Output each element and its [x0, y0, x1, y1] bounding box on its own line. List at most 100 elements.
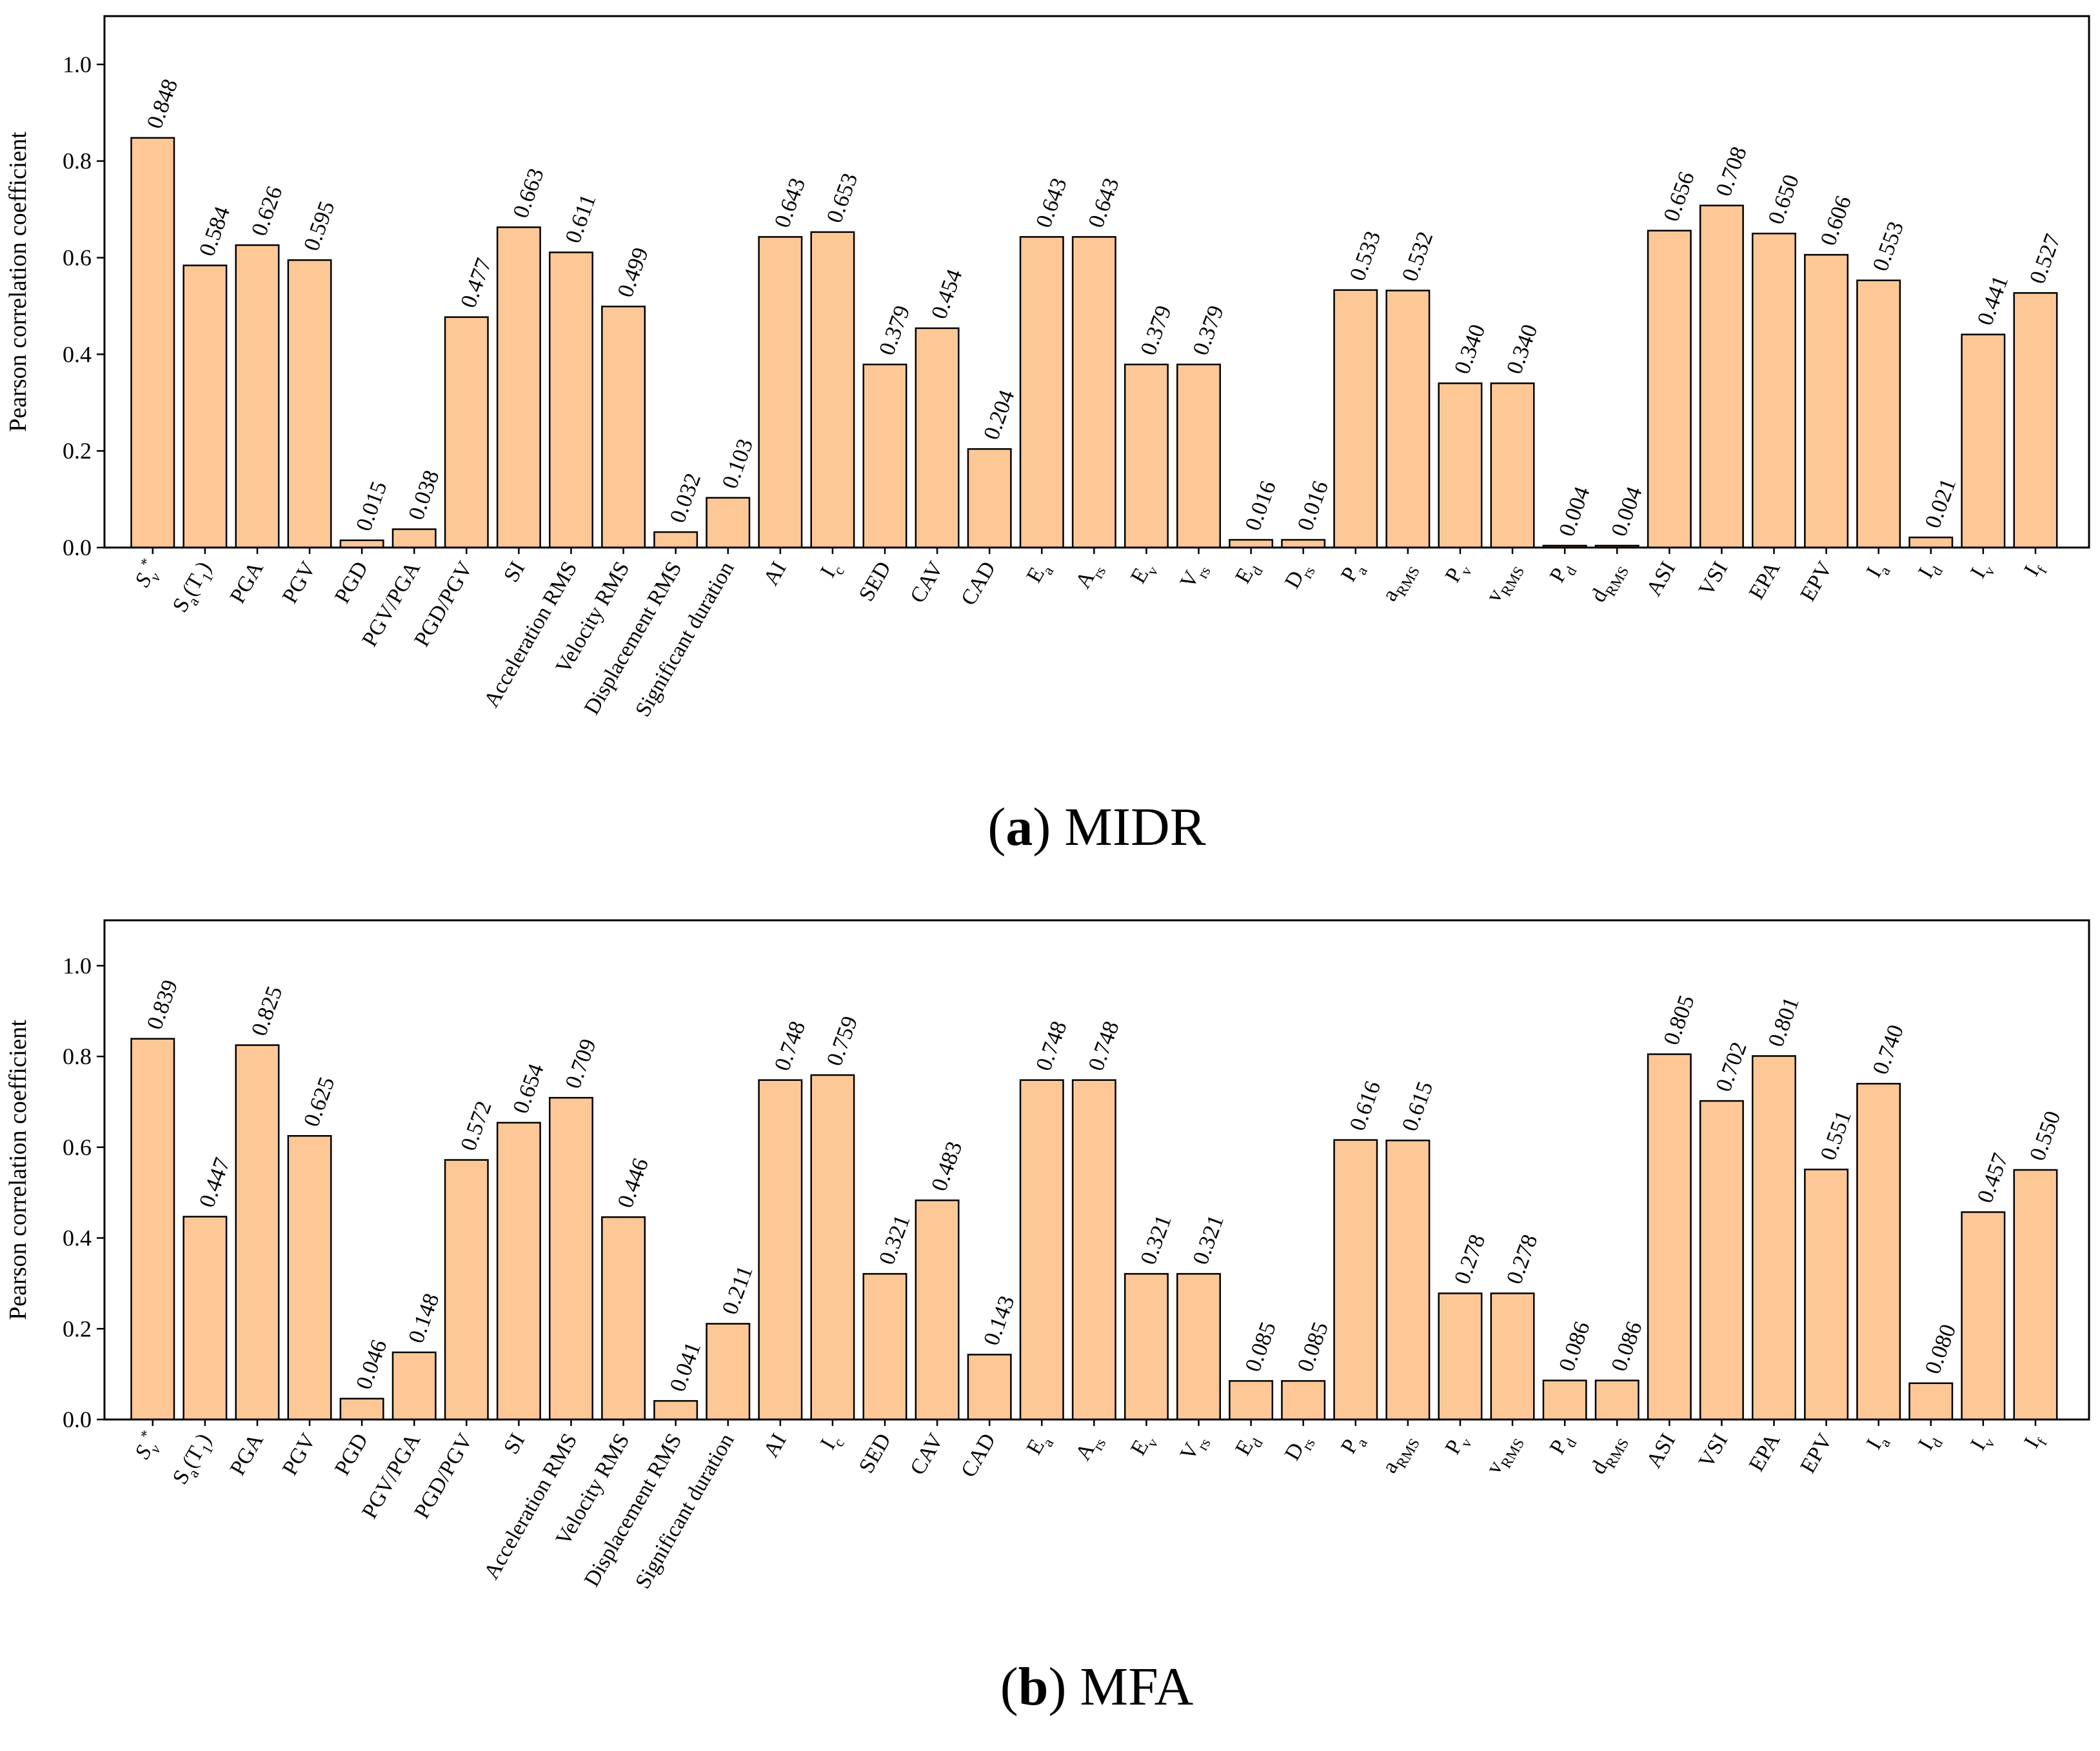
value-label: 0.626 — [246, 183, 288, 239]
value-label: 0.748 — [769, 1018, 811, 1074]
value-label: 0.379 — [1187, 302, 1229, 358]
bar — [1752, 1055, 1796, 1421]
text-part: ( — [987, 797, 1005, 857]
value-label: 0.825 — [246, 983, 288, 1039]
x-tick-label: Ia​ — [1862, 558, 1894, 584]
bar — [1647, 1053, 1692, 1421]
bar — [1281, 1380, 1326, 1421]
x-tick-label: If​ — [2019, 1429, 2051, 1454]
bar — [1752, 232, 1796, 549]
bar — [1961, 1211, 2006, 1421]
x-tick-label: VSI — [1694, 1430, 1732, 1472]
x-tick-label: Significant duration — [631, 558, 739, 721]
text-part: VSI — [1694, 558, 1732, 600]
value-label: 0.379 — [874, 302, 915, 358]
value-label: 0.278 — [1501, 1231, 1543, 1287]
x-tick-label: Significant duration — [631, 1430, 739, 1593]
x-tick-label: dRMS​ — [1586, 558, 1632, 609]
x-tick-label: PGD — [330, 1430, 373, 1479]
bar — [1176, 363, 1221, 549]
bar — [915, 327, 960, 549]
bar — [287, 259, 332, 549]
value-label: 0.748 — [1083, 1018, 1124, 1074]
value-label: 0.340 — [1501, 321, 1543, 377]
bar — [235, 1044, 280, 1421]
y-tick-label: 0.4 — [63, 1225, 92, 1251]
bar — [1124, 363, 1169, 549]
text-part: VSI — [1694, 1430, 1732, 1472]
x-tick-label: Sv​*​ — [128, 556, 168, 594]
bar — [1490, 382, 1535, 549]
x-tick-label: Pv​ — [1441, 1429, 1476, 1461]
x-tick-label: AI — [759, 558, 791, 590]
text-part: Acceleration RMS — [479, 1430, 582, 1583]
value-label: 0.748 — [1031, 1018, 1072, 1074]
text-part: CAD — [956, 1430, 1000, 1482]
text-part: Displacement RMS — [580, 1430, 687, 1591]
subscript: RMS — [1602, 1436, 1632, 1471]
value-label: 0.086 — [1606, 1318, 1647, 1374]
x-tick-label: If​ — [2019, 557, 2051, 582]
value-label: 0.143 — [978, 1292, 1020, 1349]
text-part: CAD — [956, 558, 1000, 610]
x-tick-label: Ea​ — [1022, 1430, 1058, 1461]
text-part: EPV — [1796, 557, 1837, 606]
value-label: 0.805 — [1658, 992, 1699, 1048]
y-tick-label: 0.6 — [63, 245, 92, 271]
x-tick-label: Ev​ — [1126, 1429, 1162, 1462]
text-part: CAV — [906, 1429, 948, 1479]
value-label: 0.454 — [926, 266, 967, 322]
x-tick-label: Ic​ — [816, 1430, 848, 1456]
bar — [1804, 253, 1849, 549]
x-tick-label: Id​ — [1914, 1429, 1946, 1457]
y-axis-label: Pearson correlation coefficient — [5, 1020, 32, 1320]
bar — [1071, 236, 1116, 549]
bar — [1333, 1139, 1378, 1421]
x-tick-label: Pa​ — [1336, 1430, 1371, 1461]
value-label: 0.148 — [403, 1290, 444, 1346]
value-label: 0.656 — [1658, 168, 1699, 224]
bar — [339, 539, 384, 549]
x-tick-label: ASI — [1642, 558, 1680, 600]
bar — [287, 1134, 332, 1421]
y-tick-label: 0.2 — [63, 1316, 92, 1341]
x-tick-label: Acceleration RMS — [479, 558, 582, 711]
bar — [2013, 292, 2058, 549]
bar — [1071, 1079, 1116, 1421]
x-tick-label: vRMS​ — [1481, 1430, 1528, 1481]
bar — [444, 1159, 489, 1421]
y-tick-label: 0.4 — [63, 341, 92, 367]
value-label: 0.801 — [1763, 994, 1804, 1050]
bar — [1281, 539, 1326, 549]
value-label: 0.532 — [1397, 228, 1438, 284]
value-label: 0.572 — [455, 1098, 497, 1154]
x-tick-label: Iv​ — [1966, 557, 1999, 585]
value-label: 0.379 — [1135, 302, 1176, 358]
x-tick-label: Ed​ — [1231, 557, 1267, 590]
value-label: 0.015 — [351, 478, 392, 534]
value-label: 0.278 — [1449, 1231, 1491, 1287]
bar — [1490, 1292, 1535, 1421]
value-label: 0.321 — [1187, 1212, 1229, 1268]
subscript: RMS — [1498, 1436, 1528, 1471]
bar — [444, 316, 489, 549]
bar — [1438, 382, 1483, 549]
plot-frame — [103, 919, 2090, 1421]
value-label: 0.654 — [508, 1060, 549, 1116]
x-tick-label: CAV — [906, 557, 948, 607]
bar — [1908, 537, 1954, 549]
value-label: 0.550 — [2025, 1107, 2066, 1163]
bar — [496, 226, 541, 549]
value-label: 0.103 — [717, 435, 758, 491]
subscript: RMS — [1393, 564, 1423, 599]
x-tick-label: Pv​ — [1441, 557, 1476, 589]
subscript: RMS — [1602, 564, 1632, 599]
bar — [601, 1216, 646, 1421]
bar — [391, 1351, 437, 1421]
value-label: 0.643 — [769, 175, 811, 231]
x-tick-label: Ev​ — [1126, 557, 1162, 590]
x-tick-label: ASI — [1642, 1430, 1680, 1472]
x-tick-label: Drs​ — [1280, 1430, 1319, 1467]
bar — [1961, 333, 2006, 549]
